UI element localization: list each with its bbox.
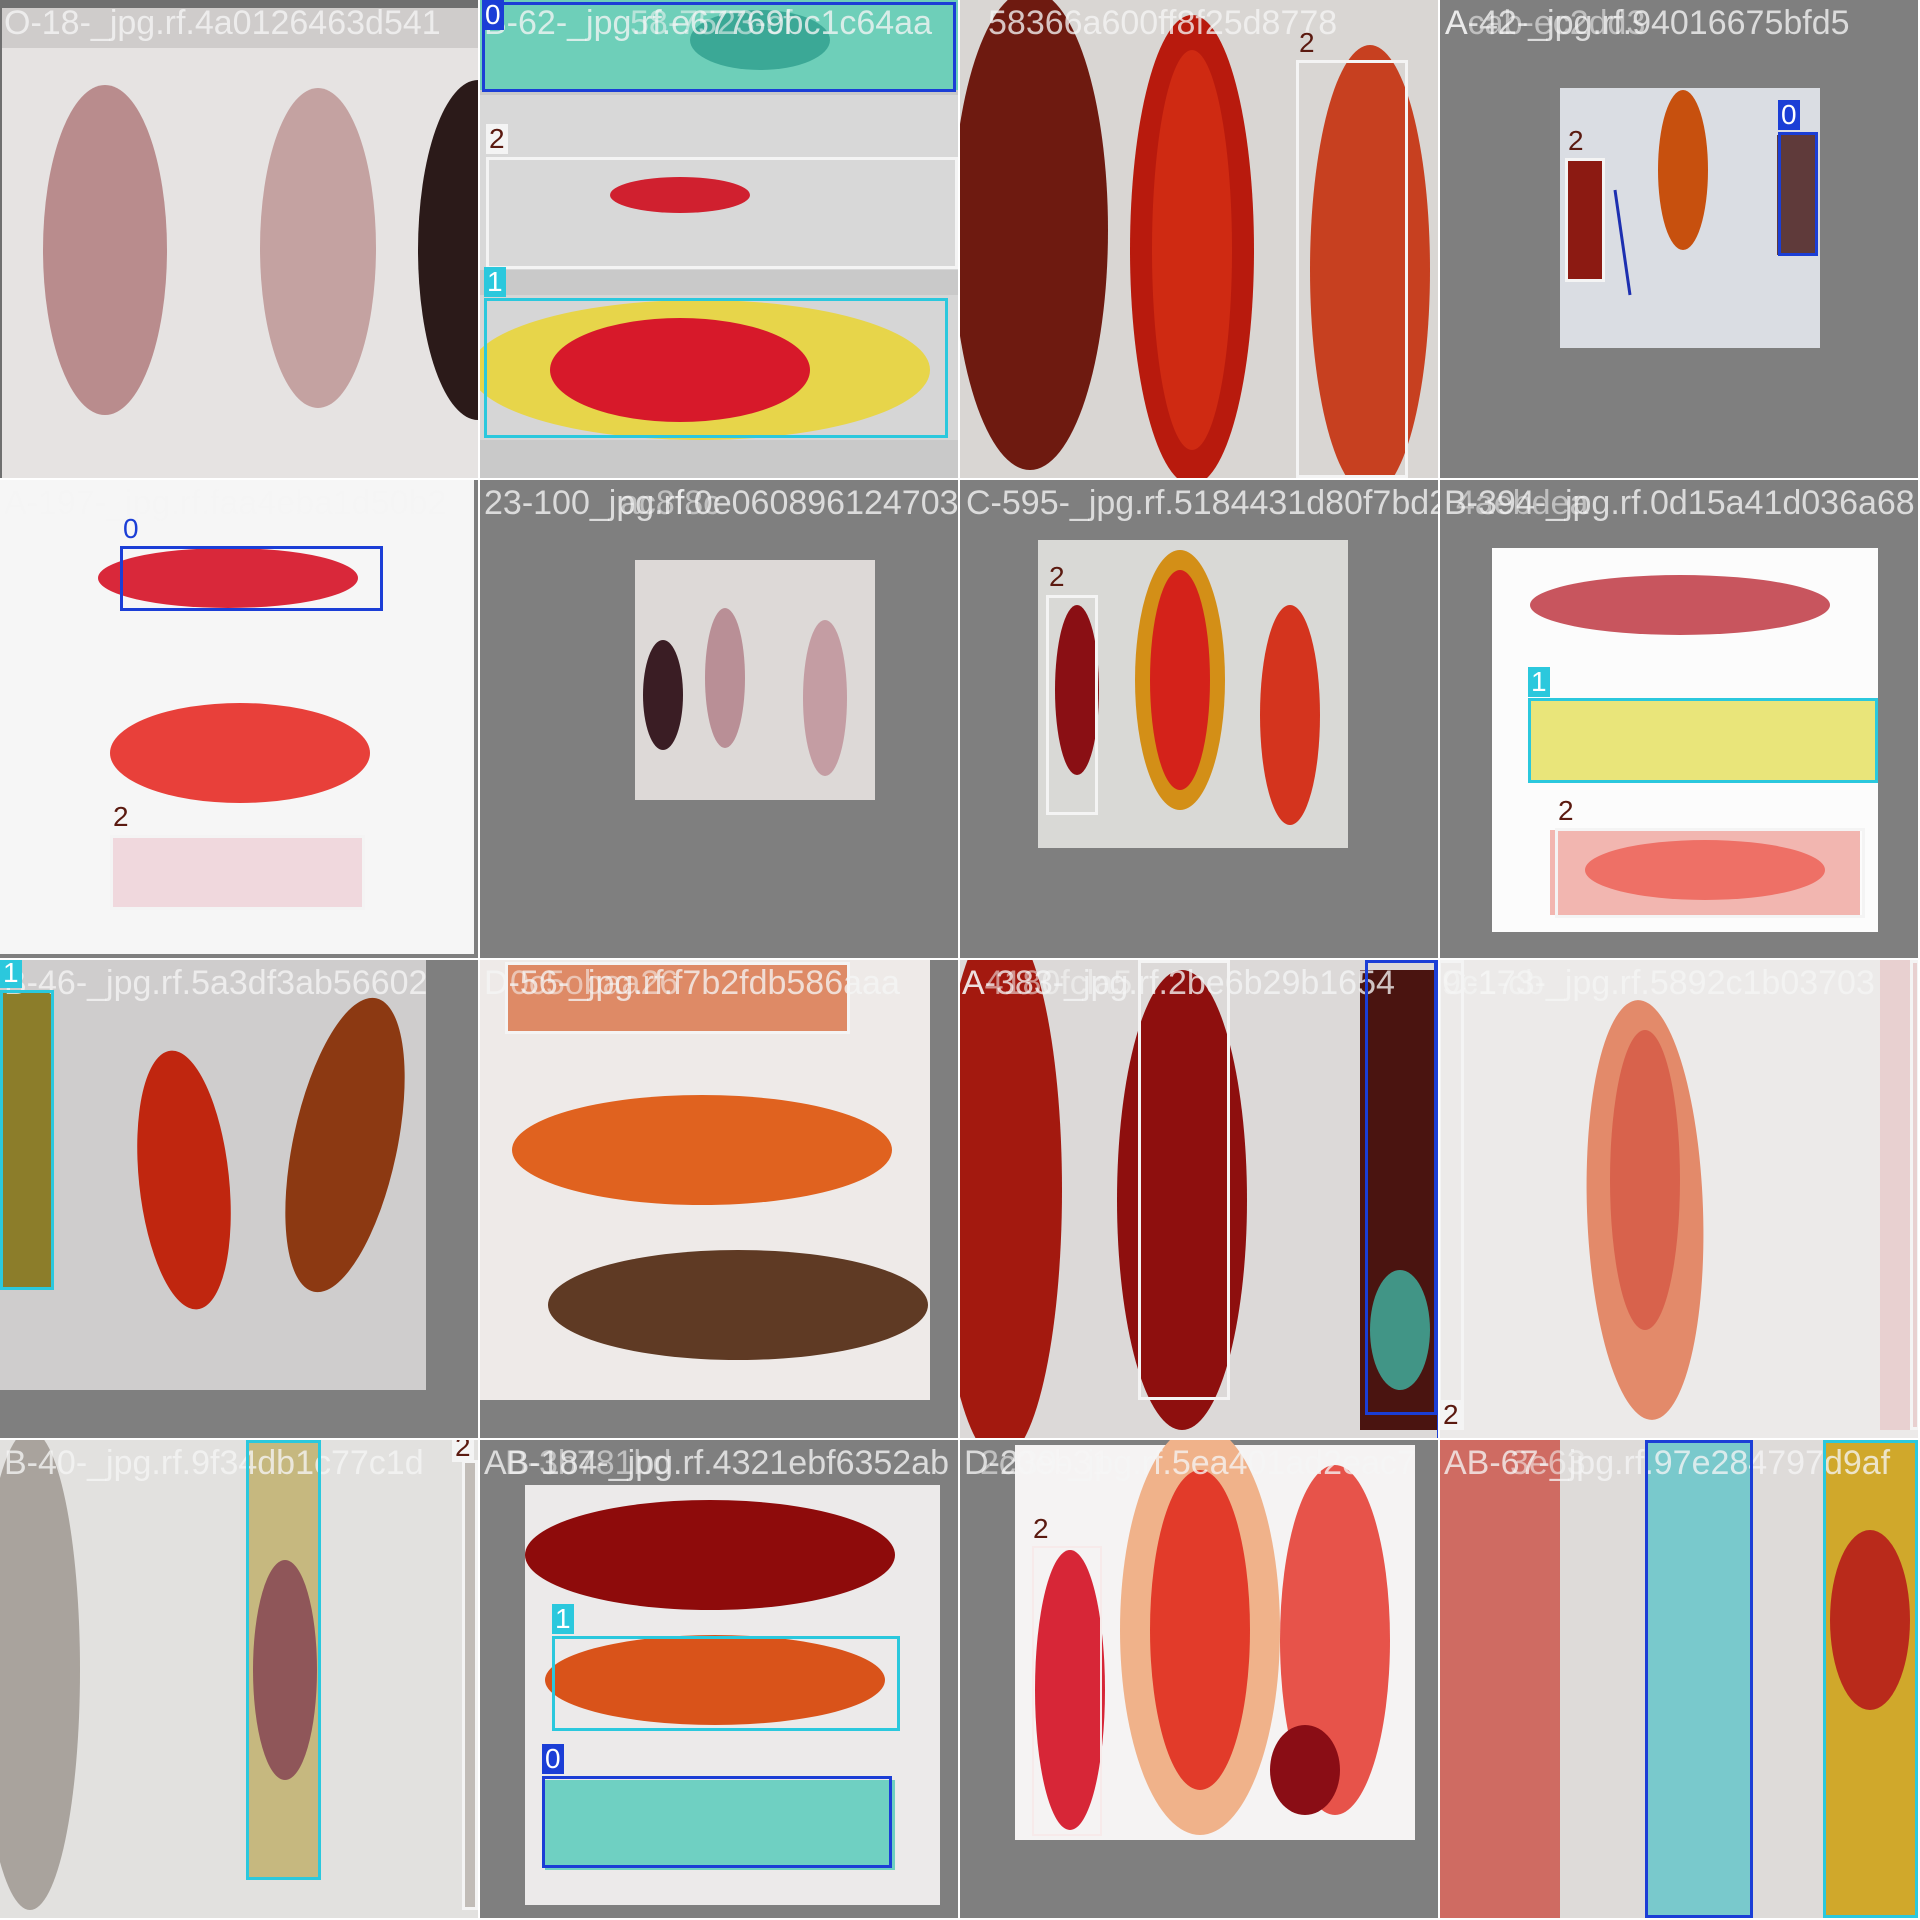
bounding-box[interactable] [1046,595,1098,815]
bounding-box[interactable] [484,298,948,438]
class-label: 1 [1528,667,1550,697]
class-label: 2 [452,1440,474,1462]
bounding-box[interactable] [505,962,850,1034]
bounding-box[interactable] [1138,960,1230,1400]
class-label: 0 [542,1744,564,1774]
bounding-box[interactable] [462,1460,478,1910]
image-tile-14[interactable]: AB-184-_jpg.rf.4321ebf6352ab B-3b781bd 1… [480,1440,958,1918]
blood-sample-image [960,1440,1438,1918]
blood-sample-image [0,960,478,1438]
blood-sample-image [1440,960,1918,1438]
image-tile-16[interactable]: AB-67-_jpg.rf.97e284797d9af 3e63 0 1 [1440,1440,1918,1918]
image-tile-13[interactable]: B-40-_jpg.rf.9f34db1c77c1d 1 2 [0,1440,478,1918]
class-label: 2 [1033,1513,1049,1544]
bounding-box[interactable] [482,2,956,92]
blood-sample-image [1440,1440,1918,1918]
image-tile-7[interactable]: C-595-_jpg.rf.5184431d80f7bd2 2 [960,480,1438,958]
class-label: 2 [113,801,129,832]
bounding-box[interactable] [1555,828,1865,918]
class-label: 2 [1568,125,1584,156]
class-label: 1 [484,267,506,297]
bounding-box[interactable] [542,1776,892,1868]
blood-sample-image [0,0,478,478]
image-tile-3[interactable]: 58366a600ff8f25d8778 2 [960,0,1438,478]
image-tile-1[interactable]: O-18-_jpg.rf.4a0126463d541 [0,0,478,478]
bounding-box[interactable] [1440,960,1464,1430]
image-tile-12[interactable]: C-173-_jpg.rf.5892c1b03703 9c1-cb 2 2 [1440,960,1918,1438]
class-label: 0 [1778,100,1800,130]
blood-sample-image [960,480,1438,958]
class-label: 2 [1440,1400,1462,1430]
bounding-box[interactable] [1645,1440,1753,1918]
bounding-box[interactable] [552,1636,900,1731]
class-label: 0 [482,0,504,30]
blood-sample-image [960,960,1438,1438]
bounding-box[interactable] [1365,960,1437,1415]
image-tile-2[interactable]: B-62-_jpg.rf.e67769bc1c64aa 58-7523-cf 0… [480,0,958,478]
blood-sample-image [480,1440,958,1918]
blood-sample-image [0,1440,478,1918]
class-label: 2 [486,124,508,154]
bounding-box[interactable] [1032,1546,1102,1836]
class-label: 2 [1049,561,1065,592]
bounding-box[interactable] [1778,132,1818,256]
bounding-box[interactable] [110,835,365,910]
bounding-box[interactable] [1437,960,1438,1438]
bounding-box[interactable] [1910,960,1918,1430]
bounding-box[interactable] [1565,158,1605,282]
class-label: 2 [1299,27,1315,58]
blood-sample-image [0,480,478,958]
image-tile-5[interactable]: A-197-_jpg.rf.faa4eba1d50b2 0 2 [0,480,478,958]
blood-sample-image [480,480,958,958]
bounding-box[interactable] [0,990,54,1290]
class-label: 2 [1558,795,1574,826]
image-tile-6[interactable]: 23-100_jpg.rf.0e060896124703 ac8f8c [480,480,958,958]
bounding-box[interactable] [120,546,383,611]
bounding-box[interactable] [1528,698,1878,783]
bounding-box[interactable] [1823,1440,1918,1918]
blood-sample-image [480,0,958,478]
image-tile-10[interactable]: D-56-_jpg.rf.f7b2fdb586aaa 0c5obaa26 2 [480,960,958,1438]
image-tile-15[interactable]: D-239-_jpg.rf.5ea401ad2eac7 2c0eb31 2 [960,1440,1438,1918]
bounding-box[interactable] [486,157,958,269]
class-label: 1 [552,1604,574,1634]
image-tile-8[interactable]: B-394-_jpg.rf.0d15a41d036a68 4aebdea 1 2 [1440,480,1918,958]
image-tile-4[interactable]: A-42-_jpg.rf.94016675bfd5 Acab-ec2dd3 2 … [1440,0,1918,478]
image-tile-11[interactable]: A-383-_jpg.rf.2be6b29b1654 A4180fcla5 2 … [960,960,1438,1438]
bounding-box[interactable] [246,1440,321,1880]
class-label: 1 [0,960,22,988]
bounding-box[interactable] [1296,60,1408,478]
class-label: 0 [123,513,139,544]
blood-sample-image [960,0,1438,478]
blood-sample-image [480,960,958,1438]
blood-sample-image [1440,0,1918,478]
image-tile-9[interactable]: B-46-_jpg.rf.5a3df3ab56602 1 [0,960,478,1438]
